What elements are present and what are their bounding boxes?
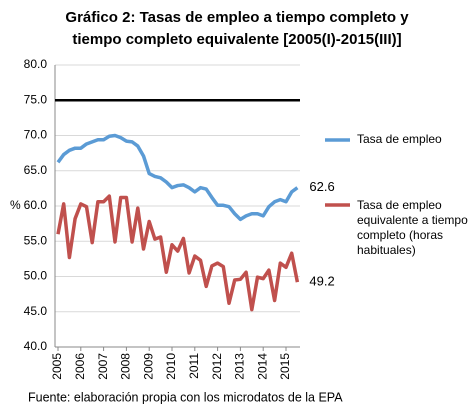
x-tick-label: 2012 <box>210 353 224 380</box>
legend-label: Tasa de empleo equivalente a tiempo comp… <box>357 198 468 257</box>
chart-title: Gráfico 2: Tasas de empleo a tiempo comp… <box>65 9 409 26</box>
x-tick-label: 2007 <box>96 353 110 380</box>
y-axis-label: % <box>10 198 21 212</box>
source-note: Fuente: elaboración propia con los micro… <box>28 390 343 404</box>
x-tick-label: 2013 <box>233 353 247 380</box>
x-tick-label: 2014 <box>255 353 269 380</box>
y-tick-label: 80.0 <box>24 57 48 71</box>
series-line <box>56 133 299 222</box>
x-tick-label: 2011 <box>187 353 201 379</box>
end-label: 62.6 <box>309 179 334 194</box>
y-tick-label: 65.0 <box>24 163 48 177</box>
y-tick-label: 40.0 <box>24 339 48 353</box>
y-tick-label: 50.0 <box>24 269 48 283</box>
y-tick-label: 60.0 <box>24 198 48 212</box>
y-tick-label: 75.0 <box>24 92 48 106</box>
legend-label: Tasa de empleo <box>357 132 442 146</box>
x-tick-label: 2010 <box>164 353 178 380</box>
x-tick-label: 2015 <box>278 353 292 380</box>
x-tick-label: 2005 <box>50 353 64 380</box>
end-label: 49.2 <box>309 274 334 289</box>
series-line <box>56 194 300 312</box>
x-tick-label: 2006 <box>73 353 87 380</box>
y-tick-label: 45.0 <box>24 304 48 318</box>
x-tick-label: 2008 <box>119 353 133 380</box>
chart-title: tiempo completo equivalente [2005(I)-201… <box>72 31 401 48</box>
y-tick-label: 55.0 <box>24 233 48 247</box>
x-tick-label: 2009 <box>141 353 155 380</box>
y-tick-label: 70.0 <box>24 128 48 142</box>
